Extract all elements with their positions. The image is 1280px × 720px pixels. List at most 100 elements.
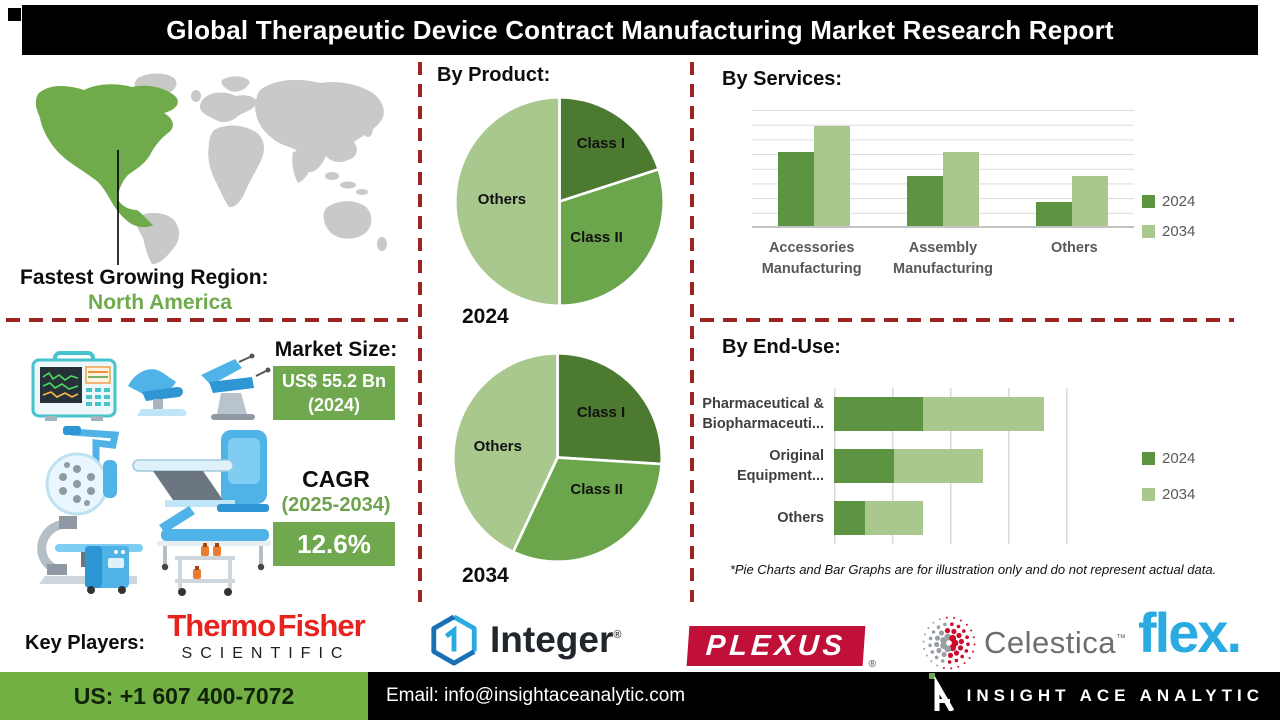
stacked-bar-row: Pharmaceutical & Biopharmaceuti... (700, 388, 1142, 440)
pie-label-class1: Class I (576, 403, 626, 421)
corner-decoration (8, 8, 21, 21)
bar-group-assembly (907, 110, 979, 226)
pie-label-others: Others (477, 190, 527, 208)
stacked-bar-row: Original Equipment... (700, 440, 1142, 492)
title-bar: Global Therapeutic Device Contract Manuf… (22, 5, 1258, 55)
legend-swatch-2024 (1142, 452, 1155, 465)
by-services-heading: By Services: (722, 68, 843, 90)
horizontal-dashed-divider (700, 318, 1234, 322)
europe-shape (200, 92, 258, 123)
hospital-bed-icon (157, 506, 271, 571)
integer-hexagon-icon (431, 614, 477, 666)
cagr-label: CAGR (302, 466, 370, 492)
pie-2034-svg (451, 351, 664, 564)
pie-label-class2: Class II (570, 481, 623, 499)
registered-mark: ® (613, 629, 622, 641)
bar-group-others (1036, 110, 1108, 226)
illustration-disclaimer: *Pie Charts and Bar Graphs are for illus… (729, 562, 1217, 577)
surgical-light-icon (45, 426, 120, 516)
celestica-logo: Celestica™ (920, 614, 1127, 672)
category-label: Accessories Manufacturing (761, 240, 862, 278)
by-end-use-heading: By End-Use: (722, 336, 841, 358)
row-label: Others (777, 509, 824, 526)
legend-swatch-2034 (1142, 488, 1155, 501)
cagr-value-box: 12.6% (273, 522, 395, 566)
fastest-growing-region-label: Fastest Growing Region: (20, 266, 269, 289)
end-use-stacked-chart: Pharmaceutical & Biopharmaceuti... Origi… (700, 388, 1142, 544)
bar-group-accessories (778, 110, 850, 226)
legend-item-2034: 2034 (1142, 223, 1195, 240)
phone-number: US: +1 607 400-7072 (73, 682, 295, 709)
services-bar-chart (752, 110, 1134, 228)
integer-wordmark: Integer® (490, 619, 622, 660)
mri-scanner-icon (132, 430, 269, 512)
north-america-shape (35, 84, 178, 228)
category-label: Assembly Manufacturing (893, 240, 993, 278)
services-category-labels: Accessories Manufacturing Assembly Manuf… (746, 238, 1140, 280)
exam-chair-icon (201, 353, 271, 420)
market-size-year: (2024) (307, 395, 361, 415)
footer-phone-panel: US: +1 607 400-7072 (0, 672, 368, 720)
cagr-period: (2025-2034) (281, 494, 391, 516)
pie-chart-2034: Class I Class II Others (450, 350, 665, 565)
stacked-bar-track (834, 388, 1096, 440)
fastest-growing-region-value: North America (88, 291, 232, 314)
trademark-mark: ™ (1116, 633, 1127, 644)
asia-shape (255, 79, 384, 173)
horizontal-dashed-divider (6, 318, 408, 322)
by-product-heading: By Product: (437, 64, 551, 86)
market-size-value: US$ 55.2 Bn (281, 370, 387, 391)
thermo-fisher-scientific-text: SCIENTIFIC (181, 645, 351, 662)
key-players-label: Key Players: (25, 632, 146, 654)
stacked-bar-track (834, 440, 1096, 492)
registered-mark: ® (868, 659, 876, 670)
footer-bar: Email: info@insightaceanalytic.com INSIG… (368, 672, 1280, 720)
patient-monitor-icon (31, 351, 117, 421)
celestica-starburst-icon (922, 616, 976, 670)
row-label: Original Equipment... (737, 447, 824, 484)
category-label: Others (1050, 240, 1098, 256)
flex-logo: flex. (1138, 601, 1242, 664)
plexus-wordmark: PLEXUS (686, 626, 866, 666)
pie-label-others: Others (473, 438, 522, 456)
page-title: Global Therapeutic Device Contract Manuf… (166, 14, 1114, 45)
thermo-fisher-logo: Thermo Fisher SCIENTIFIC (150, 608, 382, 663)
legend-swatch-2024 (1142, 195, 1155, 208)
australia-shape (323, 201, 372, 239)
email-address: Email: info@insightaceanalytic.com (386, 685, 686, 706)
legend-swatch-2034 (1142, 225, 1155, 238)
pie-2024-svg (453, 95, 666, 308)
dental-chair-icon (128, 369, 187, 416)
market-size-value-box: US$ 55.2 Bn (2024) (273, 366, 395, 420)
pie-label-class2: Class II (570, 229, 623, 247)
legend-label-2024: 2024 (1162, 193, 1196, 210)
thermo-fisher-wordmark: Thermo Fisher (167, 608, 365, 643)
integer-logo: Integer® (428, 612, 621, 668)
legend-label-2034: 2034 (1162, 223, 1196, 240)
legend-label-2024: 2024 (1162, 450, 1196, 467)
pie-year-2034: 2034 (462, 564, 509, 587)
insight-ace-logo-icon (928, 673, 954, 711)
medical-cart-icon (175, 543, 235, 596)
insight-ace-brand: INSIGHT ACE ANALYTIC (928, 672, 1264, 720)
legend-item-2024: 2024 (1142, 193, 1195, 210)
brand-name: INSIGHT ACE ANALYTIC (966, 686, 1264, 705)
legend-item-2024: 2024 (1142, 450, 1195, 467)
oxygen-concentrator-icon (85, 546, 129, 594)
pie-chart-2024: Class I Class II Others (452, 94, 667, 309)
vertical-dashed-divider (690, 62, 694, 602)
celestica-wordmark: Celestica™ (984, 625, 1127, 660)
plexus-logo: PLEXUS ® (686, 626, 876, 670)
stacked-bar-row: Others (700, 492, 1142, 544)
scandinavia-shape (221, 76, 250, 92)
medical-devices-illustration (31, 351, 271, 596)
pie-label-class1: Class I (576, 134, 626, 152)
cagr-value: 12.6% (297, 528, 371, 559)
end-use-legend: 2024 2034 (1142, 450, 1195, 522)
legend-label-2034: 2034 (1162, 486, 1196, 503)
india-shape (292, 151, 312, 183)
world-map (35, 73, 387, 265)
legend-item-2034: 2034 (1142, 486, 1195, 503)
vertical-dashed-divider (418, 62, 422, 602)
